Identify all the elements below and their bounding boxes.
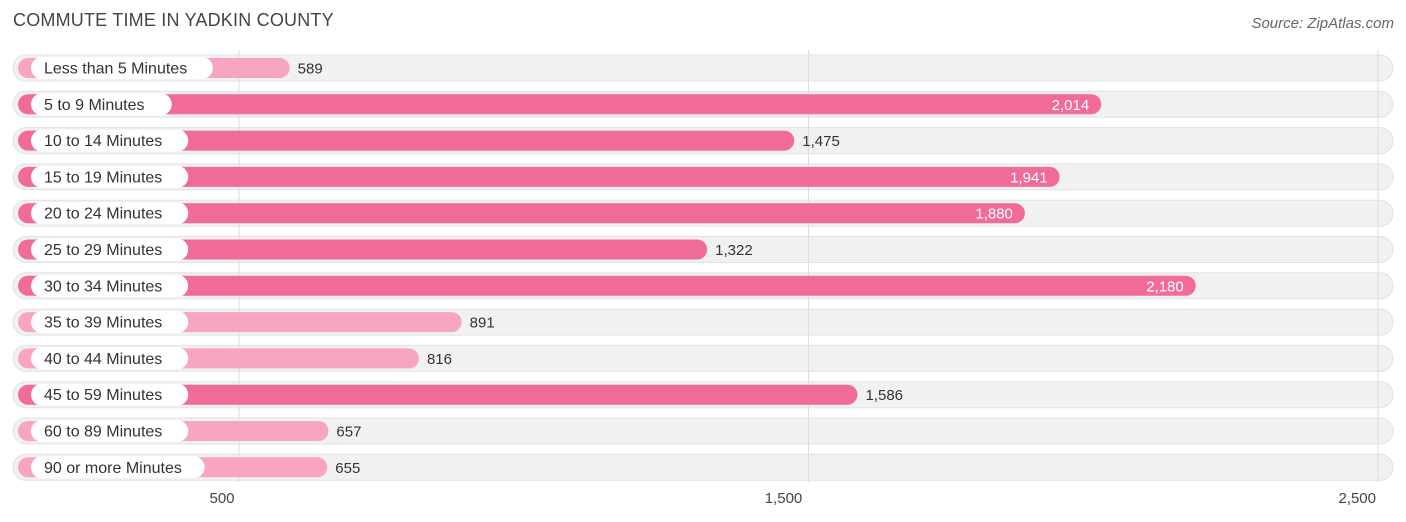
value-label: 1,475	[802, 133, 840, 150]
category-label: 10 to 14 Minutes	[44, 133, 162, 150]
value-label: 2,014	[1052, 97, 1090, 114]
category-label: 45 to 59 Minutes	[44, 387, 162, 404]
category-label: Less than 5 Minutes	[44, 61, 187, 78]
chart-title: COMMUTE TIME IN YADKIN COUNTY	[13, 10, 334, 30]
category-label: 25 to 29 Minutes	[44, 242, 162, 259]
category-label: 30 to 34 Minutes	[44, 278, 162, 295]
bar[interactable]	[18, 203, 1025, 224]
row-track	[12, 417, 1394, 445]
category-label: 5 to 9 Minutes	[44, 97, 145, 114]
category-pill	[31, 456, 205, 479]
category-label: 35 to 39 Minutes	[44, 315, 162, 332]
category-label: 60 to 89 Minutes	[44, 424, 162, 441]
bar[interactable]	[18, 166, 1060, 187]
category-pill	[31, 420, 189, 442]
value-label: 816	[427, 351, 452, 368]
category-pill	[31, 93, 172, 116]
source-label: Source: ZipAtlas.com	[1251, 15, 1394, 32]
category-pill	[31, 129, 189, 152]
category-pill	[31, 57, 213, 79]
value-label: 655	[335, 460, 360, 477]
bar[interactable]	[18, 239, 708, 260]
bar[interactable]	[18, 384, 858, 405]
value-label: 657	[336, 424, 361, 441]
bar[interactable]	[18, 94, 1102, 115]
value-label: 1,322	[715, 242, 753, 259]
value-label: 2,180	[1146, 278, 1184, 295]
value-label: 891	[470, 315, 495, 332]
category-pill	[31, 383, 189, 406]
row-track	[12, 453, 1394, 481]
row-track	[12, 54, 1394, 82]
x-tick-label: 2,500	[1338, 490, 1376, 507]
category-pill	[31, 274, 189, 297]
category-label: 90 or more Minutes	[44, 460, 182, 477]
bar[interactable]	[18, 275, 1196, 296]
category-label: 15 to 19 Minutes	[44, 169, 162, 186]
x-tick-label: 1,500	[765, 490, 803, 507]
category-label: 20 to 24 Minutes	[44, 206, 162, 223]
category-pill	[31, 238, 189, 261]
value-label: 1,880	[975, 206, 1013, 223]
x-tick-label: 500	[209, 490, 234, 507]
value-label: 589	[298, 61, 323, 78]
category-pill	[31, 311, 189, 334]
value-label: 1,941	[1010, 169, 1048, 186]
category-pill	[31, 202, 189, 225]
category-label: 40 to 44 Minutes	[44, 351, 162, 368]
bar[interactable]	[18, 130, 795, 151]
category-pill	[31, 165, 189, 188]
category-pill	[31, 347, 189, 370]
value-label: 1,586	[865, 387, 903, 404]
